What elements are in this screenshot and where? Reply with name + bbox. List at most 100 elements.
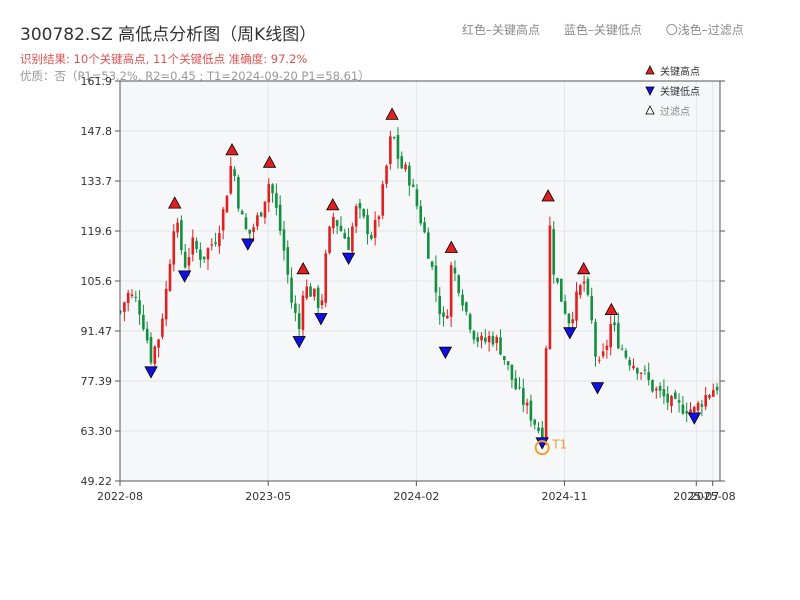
candle-body [313,288,316,297]
candle-body [381,184,385,216]
candle-body [408,165,411,186]
key-low-marker [563,327,577,340]
candle-body [491,335,495,345]
key-high-marker [541,189,555,202]
candle-body [533,419,537,425]
candle-body [294,303,297,313]
candle-body [191,237,195,255]
candle-body [187,257,191,266]
x-tick-label: 2024-02 [393,490,439,503]
header-legend-red: 红色–关键高点 [462,23,541,37]
candle-body [168,263,172,291]
candle-body [685,411,688,414]
candle-body [138,300,141,315]
key-high-marker [296,261,310,275]
candle-body [548,225,552,349]
candle-body [563,301,567,314]
candle-body [590,296,594,321]
legend-filtered-symbol [645,105,655,115]
candle-body [499,337,502,355]
candle-body [495,337,499,344]
header-legend-light: 〇浅色–过滤点 [665,23,744,37]
key-high-marker [225,143,239,156]
candle-body [613,322,616,326]
candle-body [628,359,631,366]
candle-body [347,236,350,250]
candles [119,126,719,446]
key-point-markers [144,107,701,450]
candle-body [358,203,362,209]
y-tick-label: 161.9 [81,75,113,88]
candle-body [126,292,130,304]
candle-body [389,136,392,164]
t1-marker [534,440,550,456]
candle-body [715,386,719,391]
candle-body [366,215,369,235]
candle-body [677,400,681,403]
candle-body [708,395,711,398]
candle-body [415,189,419,207]
chart-legend: 关键高点 关键低点 过滤点 [645,65,700,118]
candle-body [692,407,696,412]
candle-body [324,253,328,303]
quality-line: 优质：否（P1=53.2%, R2=0.45 ; T1=2024-09-20 P… [20,69,370,83]
candle-body [617,323,620,349]
candle-body [582,281,586,284]
key-high-marker [168,196,182,209]
key-high-marker [604,302,619,316]
candle-body [218,233,221,247]
candle-body [199,249,202,260]
candle-body [518,387,521,389]
candle-body [704,395,707,407]
candle-body [472,330,476,340]
candle-body [328,226,331,253]
candle-body [214,242,217,244]
candle-body [297,313,301,329]
x-tick-label: 2023-05 [245,490,291,503]
key-low-marker [341,252,356,265]
candle-body [180,220,183,251]
candle-body [229,165,233,194]
candle-body [309,286,312,297]
y-tick-label: 63.30 [81,425,113,438]
candle-body [225,195,229,213]
candle-body [290,277,293,303]
candle-body [624,350,628,358]
candle-body [404,164,407,170]
candle-body [711,390,715,397]
candle-body [487,335,491,343]
key-high-marker [385,107,399,120]
key-low-marker [241,238,255,251]
x-tick-label: 2024-11 [542,490,588,503]
key-low-marker [590,382,605,395]
candle-body [658,385,662,391]
candle-body [442,312,445,317]
candle-body [510,364,514,380]
candle-body [575,291,578,321]
candle-body [248,229,252,234]
candle-body [586,278,590,295]
candle-body [556,278,559,283]
candle-body [392,137,396,139]
candle-body [278,204,282,231]
candle-body [476,337,480,342]
candle-body [423,222,426,233]
candle-body [541,427,544,441]
candle-body [335,220,339,227]
candle-body [449,265,453,317]
candle-body [157,339,160,348]
key-low-marker [144,366,158,379]
candle-body [430,261,434,267]
candle-body [594,322,597,357]
key-high-marker [577,261,591,275]
y-tick-label: 119.6 [81,225,113,238]
y-tick-label: 77.39 [81,375,113,388]
y-tick-label: 49.22 [81,475,113,488]
legend-high-symbol [645,65,655,75]
candle-body [662,389,666,397]
x-axis: 2022-08 2023-05 2024-02 2024-11 2025-072025-… [97,481,736,503]
candle-body [119,311,122,313]
candle-body [259,212,263,217]
candle-body [560,278,563,302]
